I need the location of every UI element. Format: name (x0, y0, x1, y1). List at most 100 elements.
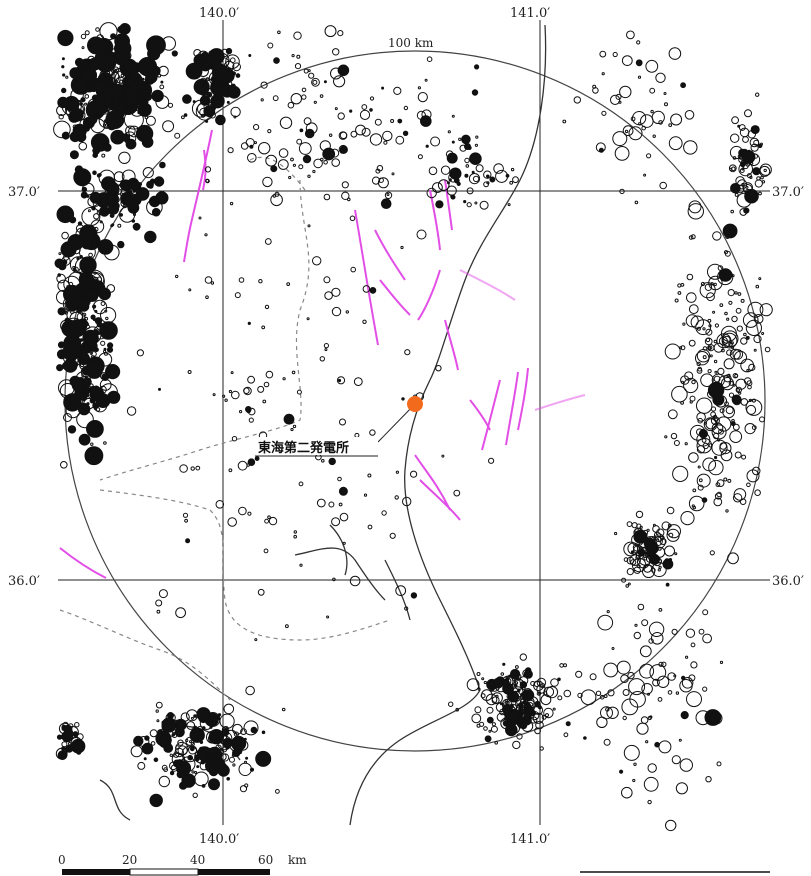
epicenter-circle (145, 104, 150, 110)
epicenter-circle (709, 354, 713, 358)
epicenter-circle (668, 47, 682, 60)
epicenter-circle (731, 315, 738, 323)
epicenter-circle (603, 662, 619, 678)
epicenter-circle (697, 465, 701, 469)
epicenter-circle (758, 277, 762, 281)
epicenter-circle (508, 708, 512, 712)
epicenter-circle (188, 288, 192, 292)
epicenter-circle (469, 152, 482, 165)
epicenter-circle (545, 686, 559, 699)
epicenter-circle (720, 449, 733, 462)
epicenter-circle (674, 552, 678, 556)
epicenter-circle (761, 332, 765, 335)
epicenter-circle (161, 717, 177, 733)
epicenter-circle (565, 721, 571, 727)
epicenter-circle (740, 298, 745, 303)
epicenter-circle (181, 115, 185, 120)
epicenter-circle (209, 111, 216, 119)
epicenter-circle (90, 442, 94, 446)
epicenter-circle (90, 85, 98, 93)
epicenter-circle (232, 763, 236, 767)
epicenter-circle (722, 335, 731, 344)
epicenter-circle (658, 565, 662, 569)
epicenter-circle (323, 80, 327, 84)
epicenter-circle (81, 228, 86, 232)
epicenter-circle (633, 631, 641, 640)
epicenter-circle (176, 770, 185, 779)
epicenter-circle (632, 111, 647, 126)
radius-label: 100 km (388, 36, 434, 50)
epicenter-circle (696, 361, 701, 367)
epicenter-circle (323, 160, 328, 165)
epicenter-circle (744, 423, 756, 435)
epicenter-circle (322, 147, 336, 161)
epicenter-circle (627, 582, 631, 586)
epicenter-circle (200, 77, 207, 85)
epicenter-circle (182, 94, 192, 104)
scale-tick-40: 40 (190, 853, 205, 867)
epicenter-circle (84, 94, 90, 99)
epicenter-circle (88, 252, 93, 258)
epicenter-circle (626, 30, 635, 40)
epicenter-circle (714, 455, 718, 460)
epicenter-circle (77, 356, 83, 362)
epicenter-circle (486, 716, 494, 724)
epicenter-circle (621, 786, 633, 799)
epicenter-circle (282, 377, 286, 381)
epicenter-circle (326, 615, 330, 619)
epicenter-circle (641, 125, 647, 131)
epicenter-circle (336, 376, 346, 385)
epicenter-circle (683, 140, 698, 155)
epicenter-circle (615, 93, 622, 100)
epicenter-circle (732, 493, 743, 503)
epicenter-circle (112, 66, 120, 74)
epicenter-circle (633, 545, 641, 554)
epicenter-circle (717, 268, 734, 286)
epicenter-circle (180, 756, 196, 772)
epicenter-circle (354, 432, 360, 438)
epicenter-circle (746, 151, 754, 159)
epicenter-circle (723, 374, 732, 383)
epicenter-circle (509, 703, 515, 709)
epicenter-circle (410, 592, 418, 599)
epicenter-circle (163, 743, 174, 753)
epicenter-circle (680, 345, 686, 351)
epicenter-circle (709, 711, 723, 725)
epicenter-circle (85, 88, 90, 92)
epicenter-circle (522, 689, 535, 702)
scale-tick-0: 0 (58, 853, 66, 867)
epicenter-circle (639, 663, 655, 679)
epicenter-circle (117, 223, 122, 228)
epicenter-circle (471, 170, 475, 174)
epicenter-circle (58, 252, 62, 256)
epicenter-circle (99, 22, 118, 41)
epicenter-circle (337, 64, 350, 77)
epicenter-circle (177, 745, 188, 756)
epicenter-circle (337, 29, 344, 37)
epicenter-circle (738, 124, 746, 131)
epicenter-circle (640, 114, 654, 128)
epicenter-circle (640, 547, 648, 555)
epicenter-circle (714, 323, 720, 328)
epicenter-circle (700, 281, 706, 287)
epicenter-circle (673, 440, 680, 446)
epicenter-circle (716, 761, 722, 767)
epicenter-circle (643, 776, 659, 792)
epicenter-circle (755, 92, 760, 97)
epicenter-circle (633, 529, 648, 544)
epicenter-circle (727, 289, 735, 297)
epicenter-circle (189, 740, 192, 744)
epicenter-circle (247, 458, 256, 467)
scale-segment-2 (129, 868, 199, 876)
epicenter-circle (680, 283, 685, 287)
epicenter-circle (707, 263, 723, 280)
epicenter-circle (247, 375, 256, 384)
epicenter-circle (743, 377, 752, 385)
lon-label-bottom-140: 140.0′ (199, 832, 239, 847)
epicenter-circle (754, 489, 761, 497)
epicenter-circle (714, 385, 718, 388)
epicenter-circle (494, 741, 499, 745)
epicenter-circle (627, 542, 640, 555)
epicenter-circle (671, 385, 688, 403)
epicenter-circle (92, 398, 108, 413)
